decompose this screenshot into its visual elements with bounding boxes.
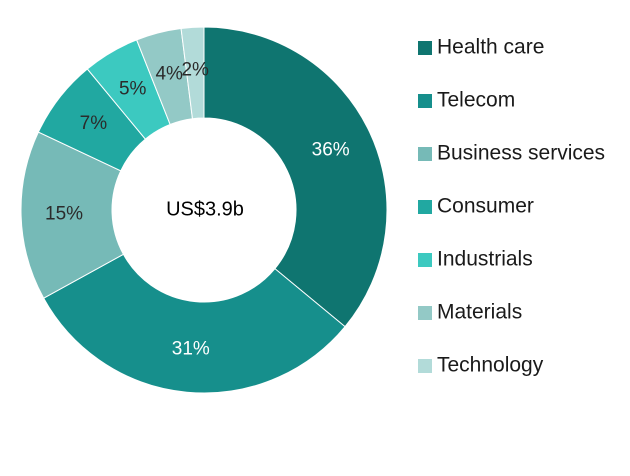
legend-label-business-services: Business services	[437, 142, 605, 165]
legend: Health care Telecom Business services Consu…	[418, 36, 605, 377]
slice-label-consumer: 7%	[80, 113, 108, 134]
slice-label-health-care: 36%	[312, 139, 350, 160]
slice-label-technology: 2%	[181, 59, 209, 80]
slice-label-materials: 4%	[155, 63, 183, 84]
donut-hole	[112, 118, 296, 302]
slice-label-telecom: 31%	[172, 338, 210, 359]
legend-swatch-materials	[418, 306, 432, 320]
slice-labels-group: 36% 31% 15% 7% 5% 4%2%	[45, 59, 350, 359]
center-total-label: US$3.9b	[166, 198, 244, 220]
legend-label-telecom: Telecom	[437, 89, 515, 112]
legend-swatch-industrials	[418, 253, 432, 267]
legend-swatch-consumer	[418, 200, 432, 214]
legend-swatch-telecom	[418, 94, 432, 108]
slice-label-business-services: 15%	[45, 203, 83, 224]
legend-swatch-business-services	[418, 147, 432, 161]
legend-label-consumer: Consumer	[437, 195, 534, 218]
slice-label-industrials: 5%	[119, 79, 147, 100]
slices-group	[20, 26, 388, 394]
legend-label-health-care: Health care	[437, 36, 544, 59]
legend-label-materials: Materials	[437, 301, 522, 324]
legend-swatch-technology	[418, 359, 432, 373]
legend-label-industrials: Industrials	[437, 248, 533, 271]
legend-swatch-health-care	[418, 41, 432, 55]
legend-label-technology: Technology	[437, 354, 544, 377]
